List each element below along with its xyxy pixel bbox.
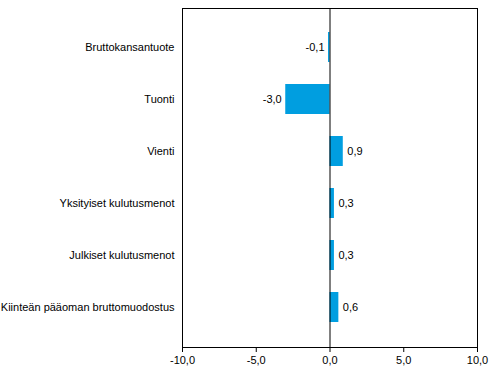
svg-text:Yksityiset kulutusmenot: Yksityiset kulutusmenot (60, 197, 175, 209)
svg-text:-0,1: -0,1 (306, 41, 325, 53)
svg-text:0,3: 0,3 (338, 197, 353, 209)
svg-text:-10,0: -10,0 (170, 354, 195, 366)
svg-text:-5,0: -5,0 (247, 354, 266, 366)
svg-text:0,6: 0,6 (343, 301, 358, 313)
svg-text:-3,0: -3,0 (263, 93, 282, 105)
svg-text:0,0: 0,0 (322, 354, 337, 366)
svg-text:Bruttokansantuote: Bruttokansantuote (85, 41, 174, 53)
svg-text:Kiinteän pääoman bruttomuodost: Kiinteän pääoman bruttomuodostus (1, 301, 175, 313)
svg-text:0,9: 0,9 (347, 145, 362, 157)
svg-text:Vienti: Vienti (147, 145, 174, 157)
svg-text:Tuonti: Tuonti (144, 93, 174, 105)
svg-text:5,0: 5,0 (396, 354, 411, 366)
svg-text:0,3: 0,3 (338, 249, 353, 261)
svg-text:10,0: 10,0 (467, 354, 488, 366)
svg-text:Julkiset kulutusmenot: Julkiset kulutusmenot (69, 249, 174, 261)
